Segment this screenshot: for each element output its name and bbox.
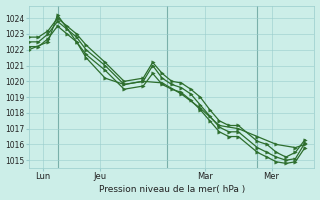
X-axis label: Pression niveau de la mer( hPa ): Pression niveau de la mer( hPa ) bbox=[99, 185, 245, 194]
